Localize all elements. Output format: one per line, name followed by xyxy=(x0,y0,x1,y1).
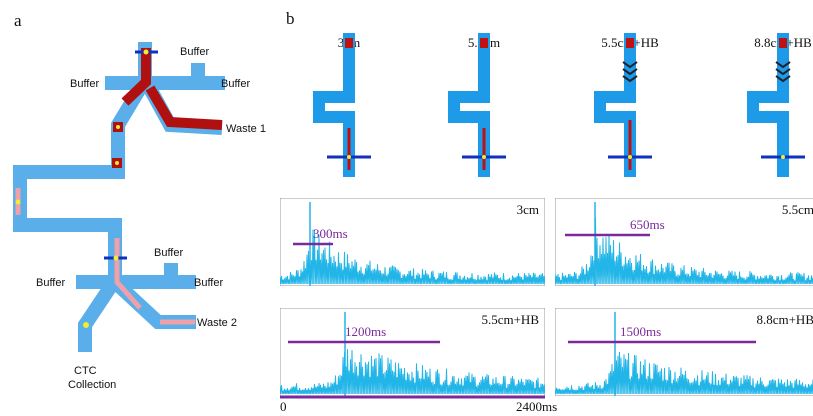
duration-label: 1500ms xyxy=(620,324,661,339)
buffer-label: Buffer xyxy=(180,46,209,58)
signal xyxy=(555,351,813,395)
cell-dot xyxy=(347,155,351,159)
herringbone xyxy=(775,68,791,76)
duration-label: 1200ms xyxy=(345,324,386,339)
plot: 5.5cm 650ms xyxy=(555,198,813,286)
signal xyxy=(555,217,813,285)
plot-label: 3cm xyxy=(517,202,539,217)
cell xyxy=(626,38,634,48)
plot: 3cm 300ms xyxy=(280,198,545,286)
herringbone xyxy=(622,75,638,83)
device-channel xyxy=(747,33,789,177)
cell-dot xyxy=(482,155,486,159)
plot-label: 5.5cm xyxy=(782,202,813,217)
herringbone xyxy=(622,61,638,69)
buffer-label: Buffer xyxy=(36,277,65,289)
cell xyxy=(345,38,353,48)
plot: 5.5cm+HB 1200ms xyxy=(280,308,545,396)
buffer-label: Buffer xyxy=(221,78,250,90)
outlet-label: Collection xyxy=(68,379,116,391)
panel-label: a xyxy=(14,11,22,30)
plot: 8.8cm+HB 1500ms xyxy=(555,308,813,396)
signal xyxy=(280,349,545,395)
duration-label: 300ms xyxy=(313,226,348,241)
plots: 3cm 300ms 5.5cm 650ms 5.5cm+HB 1200ms 8.8cm+HB… xyxy=(280,198,813,396)
cell xyxy=(779,38,787,48)
waste-label: Waste 2 xyxy=(197,317,237,329)
axis-end: 2400ms xyxy=(516,399,557,414)
herringbone xyxy=(775,75,791,83)
device-channel xyxy=(448,33,490,177)
devices: 3cm5.5cm5.5cm+HB8.8cm+HB xyxy=(313,33,812,177)
axis-start: 0 xyxy=(280,399,287,414)
plot-label: 8.8cm+HB xyxy=(756,312,813,327)
device-channel xyxy=(313,33,355,177)
outlet-label: CTC xyxy=(74,365,97,377)
cell xyxy=(480,38,488,48)
panel-a-channels xyxy=(13,42,225,352)
duration-label: 650ms xyxy=(630,217,665,232)
herringbone xyxy=(622,68,638,76)
cell-dot xyxy=(781,155,785,159)
buffer-label: Buffer xyxy=(194,277,223,289)
herringbone xyxy=(775,61,791,69)
cell-dot xyxy=(628,155,632,159)
buffer-label: Buffer xyxy=(70,78,99,90)
waste-label: Waste 1 xyxy=(226,123,266,135)
signal xyxy=(280,229,545,285)
plot-label: 5.5cm+HB xyxy=(481,312,539,327)
panel-label: b xyxy=(286,9,295,28)
device-channel xyxy=(594,33,636,177)
buffer-label: Buffer xyxy=(154,247,183,259)
